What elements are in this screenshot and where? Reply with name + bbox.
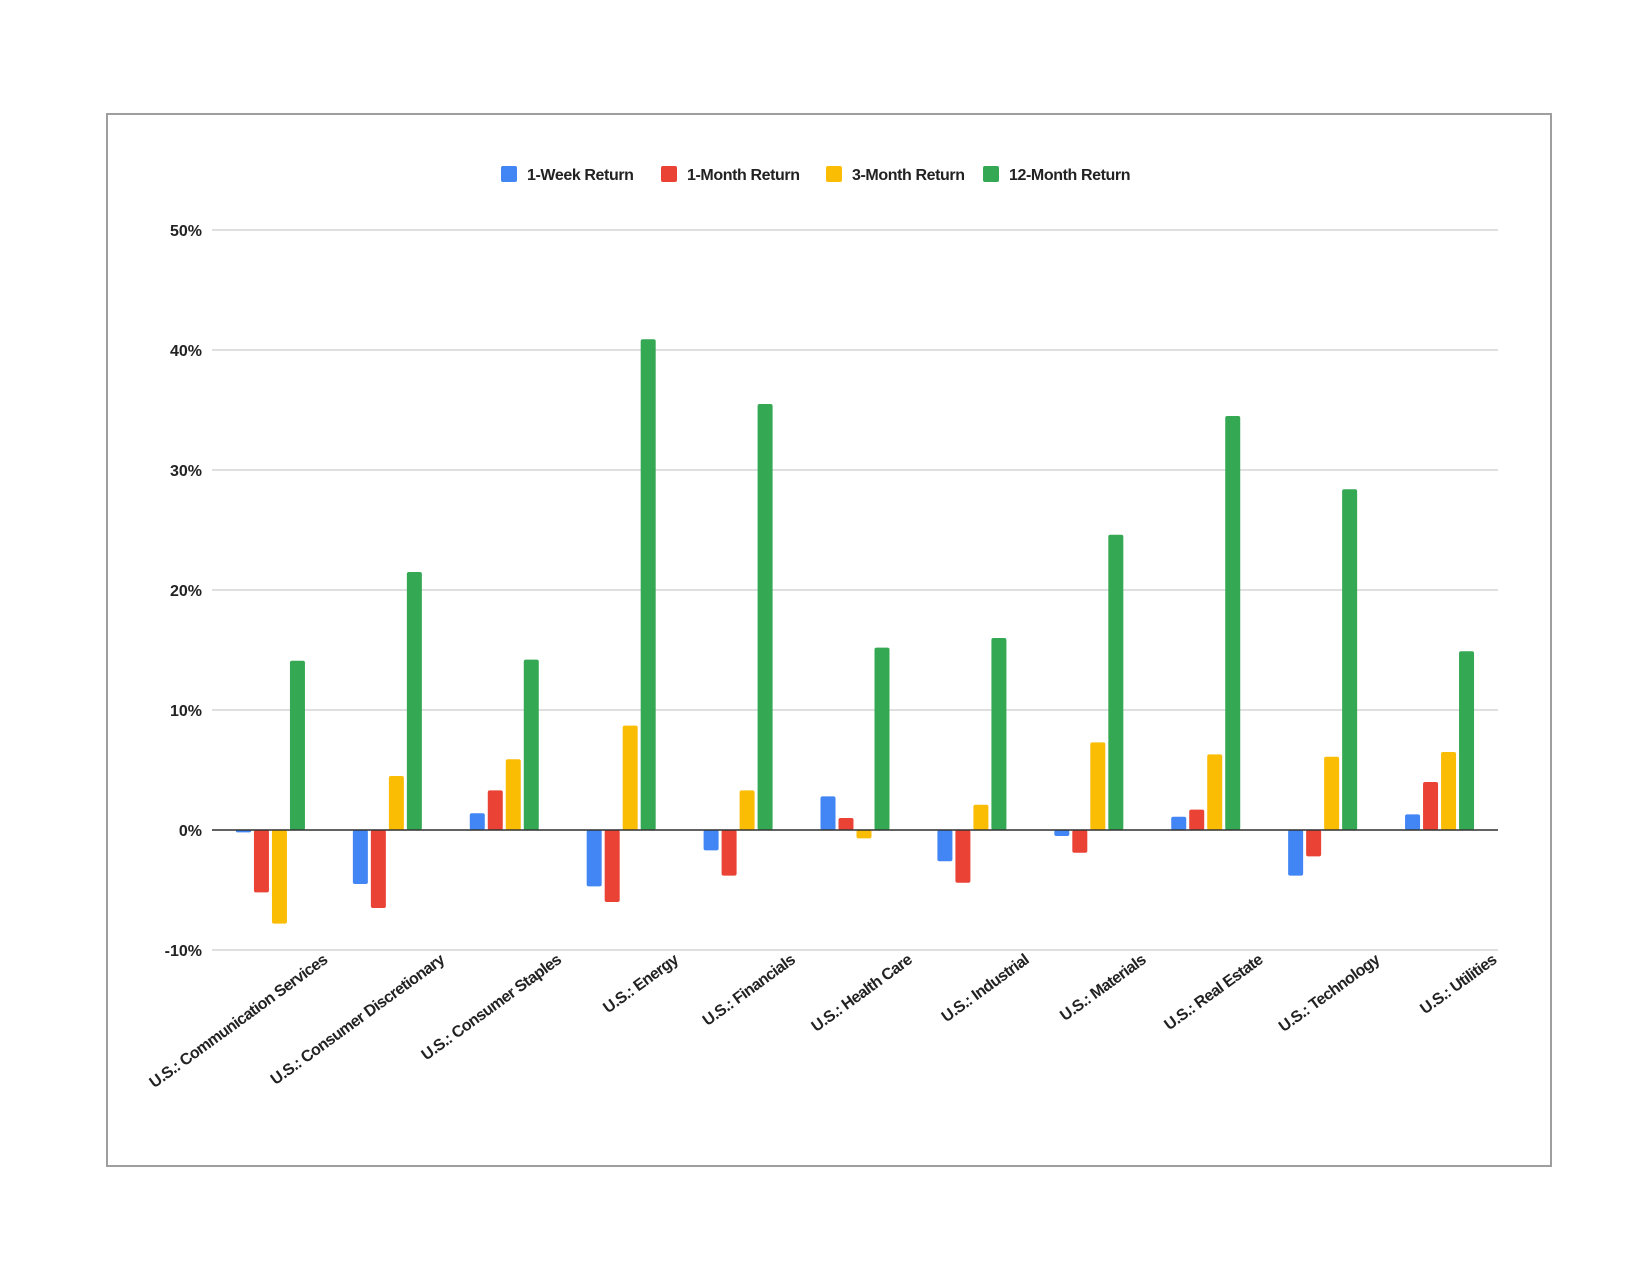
y-tick-label: 40% [170,343,202,360]
y-tick-label: 10% [170,703,202,720]
bar-1-week-return [1171,816,1187,830]
y-tick-label: 30% [170,463,202,480]
x-tick-label: U.S.: Technology [1276,951,1384,1036]
bar-12-month-return [406,572,422,830]
legend: 1-Week Return 1-Month Return 3-Month Retur… [501,166,1131,184]
bar-1-week-return [1405,814,1421,830]
bar-12-month-return [1459,651,1475,830]
bar-12-month-return [1342,489,1358,830]
legend-swatch [661,166,677,182]
legend-swatch [983,166,999,182]
x-tick-label: U.S.: Energy [600,951,682,1017]
x-tick-label: U.S.: Communication Services [147,951,332,1092]
legend-label: 3-Month Return [852,167,965,184]
bar-3-month-return [1324,756,1340,830]
y-tick-label: -10% [165,943,202,960]
bar-12-month-return [523,659,539,830]
gridlines [212,229,1498,951]
y-tick-label: 0% [179,823,202,840]
legend-label: 1-Month Return [687,167,800,184]
legend-swatch [826,166,842,182]
bar-1-month-return [604,830,620,902]
y-tick-label: 20% [170,583,202,600]
x-tick-label: U.S.: Health Care [809,951,916,1035]
bar-3-month-return [622,725,638,830]
bar-3-month-return [856,830,872,839]
bar-1-month-return [1072,830,1088,853]
x-tick-label: U.S.: Industrial [939,951,1033,1026]
x-tick-label: U.S.: Financials [700,951,799,1030]
x-tick-label: U.S.: Utilities [1417,951,1500,1018]
legend-label: 12-Month Return [1009,167,1130,184]
bar-12-month-return [1108,534,1124,830]
bar-1-month-return [838,818,854,830]
bar-1-month-return [721,830,737,876]
bar-1-week-return [820,796,836,830]
bars [235,339,1475,924]
bar-12-month-return [991,638,1007,830]
bar-3-month-return [973,804,989,830]
bar-1-week-return [937,830,953,862]
bar-1-week-return [469,813,485,830]
bar-3-month-return [1207,754,1223,830]
bar-chart: -10% 0% 10% 20% 30% 40% 50% U.S.: Communicatio… [147,166,1501,1092]
bar-12-month-return [640,339,656,830]
chart-frame: -10% 0% 10% 20% 30% 40% 50% U.S.: Communicatio… [106,113,1552,1167]
bar-12-month-return [874,647,890,830]
bar-1-week-return [1288,830,1304,876]
bar-3-month-return [388,776,404,830]
bar-12-month-return [1225,416,1241,830]
y-axis-ticks: -10% 0% 10% 20% 30% 40% 50% [165,223,202,960]
bar-1-week-return [1054,830,1070,836]
bar-12-month-return [289,660,305,830]
bar-1-month-return [955,830,971,883]
x-tick-label: U.S.: Real Estate [1161,951,1266,1034]
bar-1-month-return [487,790,503,830]
bar-1-week-return [352,830,368,884]
legend-label: 1-Week Return [527,167,634,184]
legend-swatch [501,166,517,182]
bar-3-month-return [271,830,287,924]
bar-3-month-return [505,759,521,830]
bar-1-month-return [370,830,386,908]
bar-3-month-return [739,790,755,830]
bar-12-month-return [757,404,773,830]
bar-3-month-return [1441,752,1457,830]
bar-1-month-return [1189,809,1205,830]
bar-1-month-return [1306,830,1322,857]
bar-1-week-return [586,830,602,887]
bar-1-week-return [703,830,719,851]
bar-1-month-return [1423,782,1439,830]
x-tick-label: U.S.: Materials [1057,951,1149,1025]
bar-3-month-return [1090,742,1106,830]
y-tick-label: 50% [170,223,202,240]
bar-1-month-return [253,830,269,893]
